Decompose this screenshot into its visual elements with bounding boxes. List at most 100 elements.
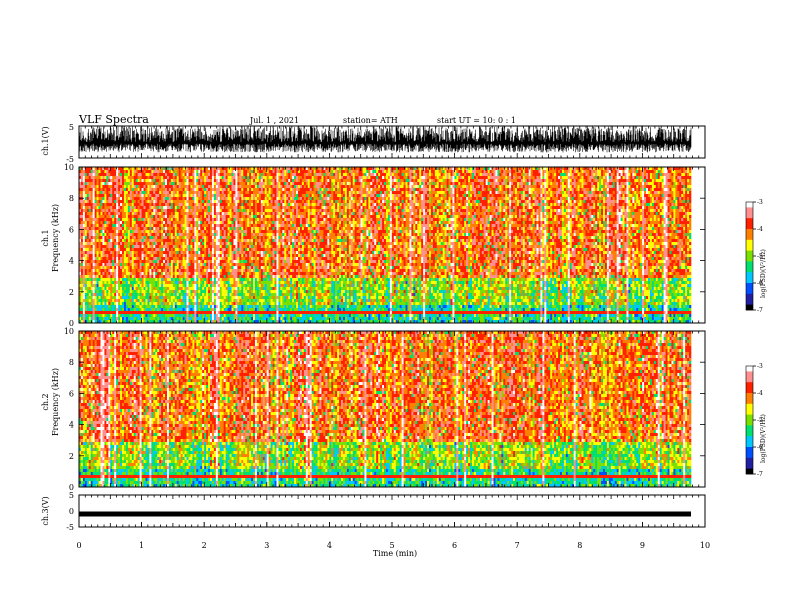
ch1-spectrogram-cell [222, 305, 224, 308]
ch1-spectrogram-cell [161, 176, 163, 179]
ch1-spectrogram-cell [216, 275, 218, 278]
ch1-spectrogram-cell [95, 293, 97, 296]
ch1-spectrogram-cell [224, 233, 226, 236]
ch1-spectrogram-cell [245, 191, 247, 194]
ch1-spectrogram-cell [81, 266, 83, 269]
ch1-spectrogram-cell [261, 233, 263, 236]
ch1-spectrogram-cell [235, 299, 237, 302]
ch1-spectrogram-cell [145, 236, 147, 239]
ch1-spectrogram-cell [116, 200, 118, 203]
ch1-spectrogram-cell [91, 257, 93, 260]
ch1-spectrogram-cell [159, 236, 161, 239]
ch1-spectrogram-cell [255, 194, 257, 197]
ch1-spectrogram-cell [257, 191, 259, 194]
ch1-spectrogram-cell [187, 269, 189, 272]
ch1-spectrogram-cell [218, 248, 220, 251]
ch1-spectrogram-cell [108, 263, 110, 266]
ch1-spectrogram-cell [136, 308, 138, 311]
ch1-spectrogram-cell [89, 257, 91, 260]
ch1-spectrogram-cell [140, 176, 142, 179]
ch1-spectrogram-cell [222, 209, 224, 212]
ch1-spectrogram-cell [99, 203, 101, 206]
ch1-spectrogram-cell [120, 254, 122, 257]
ch1-spectrogram-cell [81, 200, 83, 203]
ch1-spectrogram-cell [89, 251, 91, 254]
ch1-spectrogram-cell [140, 206, 142, 209]
ch1-spectrogram-cell [222, 248, 224, 251]
ch1-spectrogram-cell [145, 206, 147, 209]
ch1-spectrogram-cell [130, 188, 132, 191]
ch1-spectrogram-cell [235, 191, 237, 194]
ch1-spectrogram-cell [249, 272, 251, 275]
ch1-spectrogram-cell [251, 221, 253, 224]
ch1-spectrogram-cell [232, 185, 234, 188]
ch1-spectrogram-cell [155, 278, 157, 281]
ch1-spectrogram-cell [210, 200, 212, 203]
ch1-spectrogram-cell [233, 221, 235, 224]
ch1-spectrogram-cell [97, 293, 99, 296]
ch1-spectrogram-cell [136, 218, 138, 221]
ch1-spectrogram-cell [128, 227, 130, 230]
ch1-spectrogram-cell [230, 317, 232, 320]
ch1-spectrogram-cell [99, 248, 101, 251]
ch1-spectrogram-cell [226, 188, 228, 191]
ch1-spectrogram-cell [81, 233, 83, 236]
ch1-spectrogram-cell [140, 212, 142, 215]
ch1-spectrogram-cell [175, 287, 177, 290]
ch1-spectrogram-cell [251, 269, 253, 272]
ch1-spectrogram-cell [206, 317, 208, 320]
ch1-spectrogram-cell [190, 311, 192, 314]
ch1-spectrogram-cell [249, 200, 251, 203]
ch1-spectrogram-cell [263, 281, 265, 284]
ch1-spectrogram-cell [167, 260, 169, 263]
ch1-spectrogram-cell [108, 269, 110, 272]
ch1-spectrogram-cell [241, 224, 243, 227]
ch1-spectrogram-cell [192, 281, 194, 284]
ch1-spectrogram-cell [237, 317, 239, 320]
ch1-spectrogram-cell [175, 290, 177, 293]
ch1-spectrogram-cell [97, 308, 99, 311]
ch1-spectrogram-cell [122, 236, 124, 239]
ch1-spectrogram-cell [196, 275, 198, 278]
ch1-spectrogram-cell [257, 260, 259, 263]
ch1-spectrogram-cell [167, 305, 169, 308]
ch1-spectrogram-cell [192, 215, 194, 218]
ch1-spectrogram-cell [95, 281, 97, 284]
ch1-spectrogram-cell [142, 188, 144, 191]
ch1-spectrogram-cell [265, 290, 267, 293]
ch1-spectrogram-cell [81, 242, 83, 245]
ch1-spectrogram-cell [169, 197, 171, 200]
ch1-spectrogram-cell [235, 311, 237, 314]
ch1-spectrogram-cell [165, 197, 167, 200]
ch1-spectrogram-cell [145, 290, 147, 293]
ch1-spectrogram-cell [161, 311, 163, 314]
ch1-spectrogram-cell [145, 284, 147, 287]
ch1-spectrogram-cell [185, 182, 187, 185]
ch1-spectrogram-cell [214, 251, 216, 254]
ch1-spectrogram-cell [243, 176, 245, 179]
ch1-spectrogram-cell [198, 206, 200, 209]
ch1-spectrogram-cell [232, 278, 234, 281]
ch1-spectrogram-cell [165, 290, 167, 293]
ch1-spectrogram-cell [163, 305, 165, 308]
ch1-spectrogram-cell [134, 275, 136, 278]
ch1-spectrogram-cell [187, 212, 189, 215]
ch1-spectrogram-cell [101, 317, 103, 320]
ch1-spectrogram-cell [124, 197, 126, 200]
ch1-spectrogram-cell [138, 296, 140, 299]
ch1-spectrogram-cell [132, 203, 134, 206]
ch1-spectrogram-cell [153, 278, 155, 281]
ch1-spectrogram-cell [249, 284, 251, 287]
ch1-spectrogram-cell [189, 266, 191, 269]
ch1-spectrogram-cell [249, 281, 251, 284]
ch1-spectrogram-cell [220, 170, 222, 173]
ch1-spectrogram-cell [261, 191, 263, 194]
ch1-spectrogram-cell [177, 200, 179, 203]
ch1-spectrogram-cell [91, 230, 93, 233]
ch1-spectrogram-cell [93, 257, 95, 260]
ch1-spectrogram-cell [157, 269, 159, 272]
ch1-spectrogram-cell [187, 293, 189, 296]
ch1-spectrogram-cell [118, 314, 120, 317]
ch1-spectrogram-cell [263, 257, 265, 260]
ch1-spectrogram-cell [243, 242, 245, 245]
